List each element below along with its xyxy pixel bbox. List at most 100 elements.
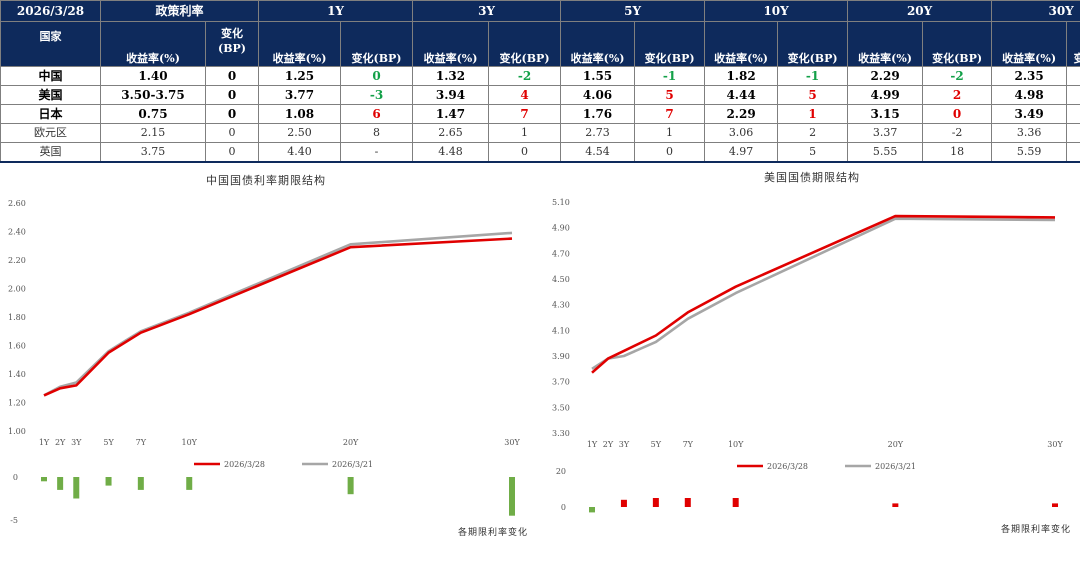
yield-cell: 1.76 (561, 105, 635, 124)
policy-change-cell: 0 (206, 105, 259, 124)
yield-cell: 1.55 (561, 67, 635, 86)
yield-cell: 1.32 (413, 67, 489, 86)
change-cell: 5 (778, 86, 848, 105)
bar-y-tick-label: 0 (13, 473, 18, 482)
x-tick-label: 3Y (71, 438, 82, 447)
policy-change-header: 变化(BP) (206, 22, 259, 67)
y-tick-label: 4.30 (552, 301, 570, 310)
yield-header-3y: 收益率(%) (413, 22, 489, 67)
change-bar (653, 498, 659, 507)
us-yield-curve-chart: 美国国债期限结构3.303.503.703.904.104.304.504.70… (540, 157, 1080, 559)
y-tick-label: 5.10 (552, 198, 570, 207)
y-tick-label: 2.40 (8, 228, 26, 237)
x-tick-label: 1Y (39, 438, 50, 447)
x-tick-label: 7Y (136, 438, 147, 447)
y-tick-label: 3.30 (552, 429, 570, 438)
bar-chart-title: 各期限利率变化 (1001, 523, 1071, 535)
yield-cell: 3.77 (259, 86, 341, 105)
y-tick-label: 3.90 (552, 352, 570, 361)
change-cell: -4 (1067, 67, 1080, 86)
policy-rate-cell: 3.50-3.75 (101, 86, 206, 105)
y-tick-label: 1.20 (8, 399, 26, 408)
tenor-header-20y: 20Y (848, 1, 992, 22)
change-header-10y: 变化(BP) (778, 22, 848, 67)
yield-cell: 1.08 (259, 105, 341, 124)
change-cell: 7 (489, 105, 561, 124)
tenor-header-3y: 3Y (413, 1, 561, 22)
change-cell: -1 (635, 67, 705, 86)
y-tick-label: 1.40 (8, 370, 26, 379)
yield-cell: 4.44 (705, 86, 778, 105)
bar-y-tick-label: -5 (10, 516, 18, 525)
change-bar (186, 477, 192, 490)
y-tick-label: 4.70 (552, 249, 570, 258)
change-bar (589, 507, 595, 512)
x-tick-label: 3Y (619, 440, 630, 449)
yield-cell: 1.25 (259, 67, 341, 86)
yield-cell: 2.65 (413, 124, 489, 143)
yield-cell: 3.06 (705, 124, 778, 143)
policy-rate-cell: 0.75 (101, 105, 206, 124)
change-header-30y: 变化(BP) (1067, 22, 1080, 67)
x-tick-label: 20Y (343, 438, 359, 447)
change-cell: 1 (489, 124, 561, 143)
yield-cell: 3.94 (413, 86, 489, 105)
policy-rate-header: 政策利率 (101, 1, 259, 22)
series-line (592, 216, 1055, 373)
yield-header-5y: 收益率(%) (561, 22, 635, 67)
change-cell: 4 (489, 86, 561, 105)
change-cell: -1 (778, 67, 848, 86)
change-cell: 0 (923, 105, 992, 124)
policy-change-cell: 0 (206, 86, 259, 105)
x-tick-label: 7Y (683, 440, 694, 449)
change-bar (73, 477, 79, 499)
chart-title: 美国国债期限结构 (764, 170, 860, 184)
x-tick-label: 1Y (587, 440, 598, 449)
yield-cell: 2.29 (705, 105, 778, 124)
yield-header-10y: 收益率(%) (705, 22, 778, 67)
y-tick-label: 4.50 (552, 275, 570, 284)
bar-y-tick-label: 20 (556, 467, 566, 476)
yield-cell: 2.35 (992, 67, 1067, 86)
country-cell: 欧元区 (1, 124, 101, 143)
series-line (44, 239, 512, 396)
change-cell: -2 (923, 67, 992, 86)
change-header-1y: 变化(BP) (341, 22, 413, 67)
x-tick-label: 30Y (1047, 440, 1063, 449)
y-tick-label: 4.90 (552, 224, 570, 233)
change-cell: 2 (923, 86, 992, 105)
change-header-3y: 变化(BP) (489, 22, 561, 67)
y-tick-label: 3.70 (552, 378, 570, 387)
policy-change-header-line: (BP) (206, 41, 258, 56)
policy-change-header-line: 变化 (206, 26, 258, 41)
policy-rate-cell: 1.40 (101, 67, 206, 86)
change-cell: 6 (341, 105, 413, 124)
change-cell: 8 (341, 124, 413, 143)
change-cell: 2 (1067, 86, 1080, 105)
y-tick-label: 1.60 (8, 342, 26, 351)
country-cell: 日本 (1, 105, 101, 124)
change-bar (106, 477, 112, 486)
change-bar (685, 498, 691, 507)
yield-cell: 1.47 (413, 105, 489, 124)
yield-cell: 3.15 (848, 105, 923, 124)
bar-chart-title: 各期限利率变化 (458, 526, 528, 538)
yield-cell: 1.82 (705, 67, 778, 86)
change-cell: 0 (1067, 105, 1080, 124)
policy-change-cell: 0 (206, 124, 259, 143)
yield-header-30y: 收益率(%) (992, 22, 1067, 67)
yield-header-1y: 收益率(%) (259, 22, 341, 67)
y-tick-label: 2.20 (8, 256, 26, 265)
country-cell: 美国 (1, 86, 101, 105)
tenor-header-30y: 30Y (992, 1, 1080, 22)
change-cell: -2 (923, 124, 992, 143)
series-line (44, 233, 512, 396)
country-header: 国家 (1, 22, 101, 67)
change-bar (621, 500, 627, 507)
y-tick-label: 2.00 (8, 285, 26, 294)
change-cell: 1 (778, 105, 848, 124)
